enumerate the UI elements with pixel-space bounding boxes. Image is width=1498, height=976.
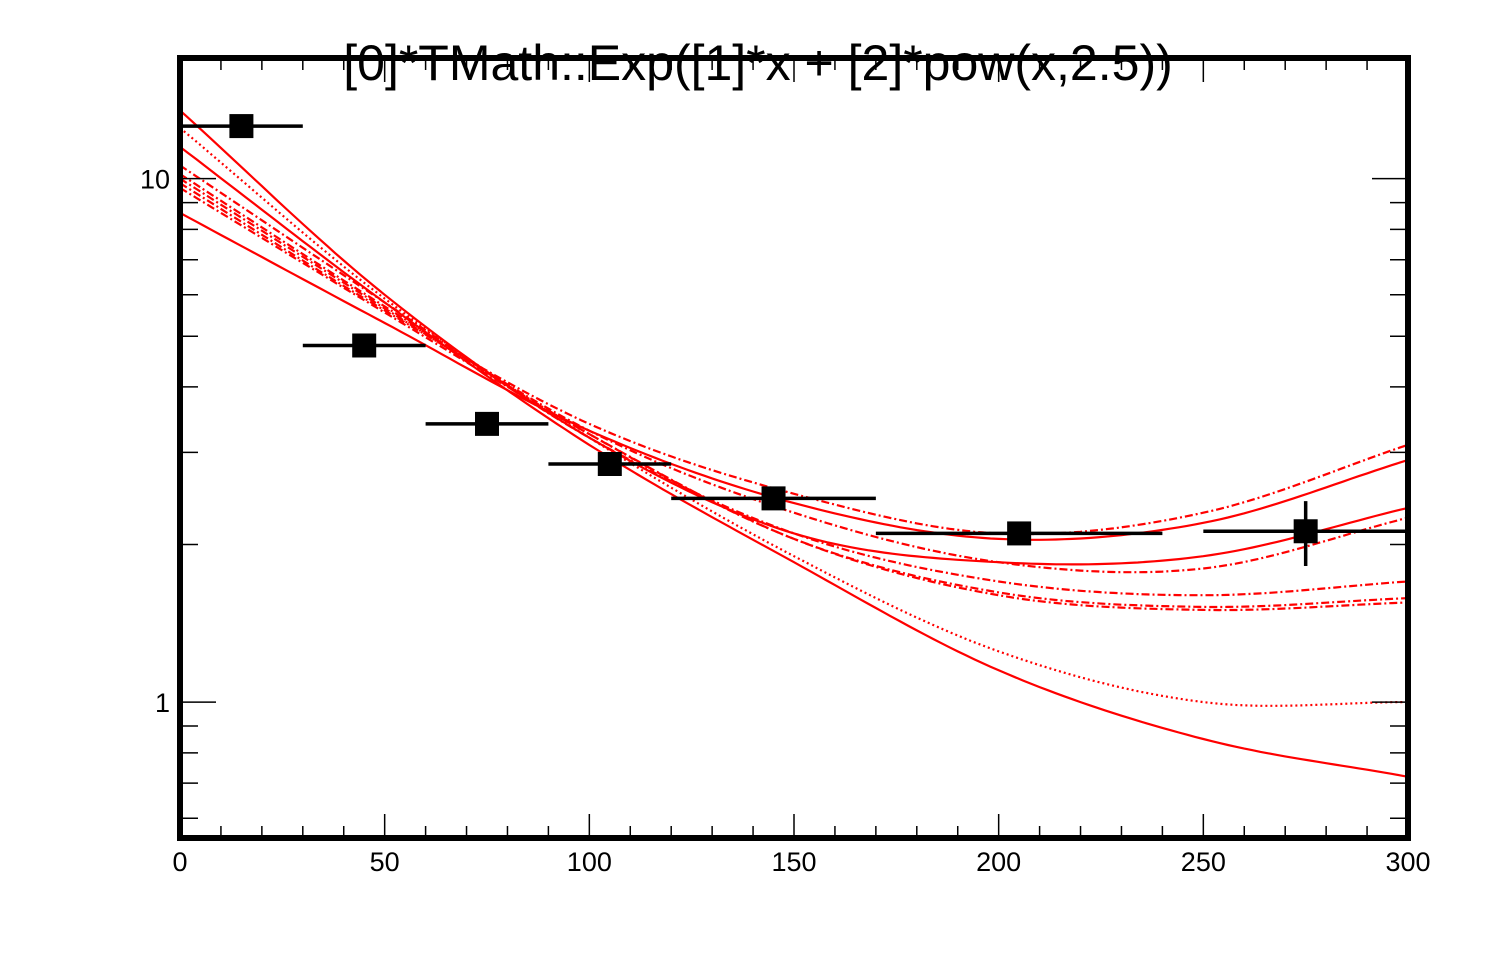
x-tick-label: 0 xyxy=(172,847,187,877)
data-point-marker xyxy=(352,333,377,358)
x-tick-label: 200 xyxy=(976,847,1021,877)
fit-curve-7 xyxy=(179,164,1409,597)
chart-title: [0]*TMath::Exp([1]*x + [2]*pow(x,2.5)) xyxy=(343,35,1173,91)
fit-curve-4 xyxy=(179,127,1408,707)
x-tick-label: 150 xyxy=(771,847,816,877)
fit-curve-9 xyxy=(179,186,1409,612)
data-point-marker xyxy=(597,451,622,476)
data-points xyxy=(180,114,1408,566)
data-point-marker xyxy=(1293,519,1318,544)
fit-curve-5 xyxy=(179,182,1409,536)
fit-curves xyxy=(179,109,1409,778)
fit-curve-8 xyxy=(179,177,1409,609)
fit-curve-1 xyxy=(179,109,1409,566)
fit-curve-2 xyxy=(179,211,1409,541)
data-point-marker xyxy=(475,411,499,436)
data-point-marker xyxy=(229,114,254,139)
x-tick-label: 250 xyxy=(1181,847,1226,877)
data-point-marker xyxy=(1007,521,1032,546)
y-tick-label: 10 xyxy=(140,165,170,195)
axes: 0 50 100 150 200 250 300 1 10 xyxy=(140,55,1431,877)
x-tick-label: 50 xyxy=(370,847,400,877)
data-point-marker xyxy=(761,486,786,511)
plot-frame xyxy=(177,55,1411,841)
fit-curve-3 xyxy=(179,146,1409,778)
x-tick-label: 100 xyxy=(567,847,612,877)
fit-curve-6 xyxy=(179,173,1409,574)
y-tick-label: 1 xyxy=(155,688,170,718)
x-tick-label: 300 xyxy=(1385,847,1430,877)
